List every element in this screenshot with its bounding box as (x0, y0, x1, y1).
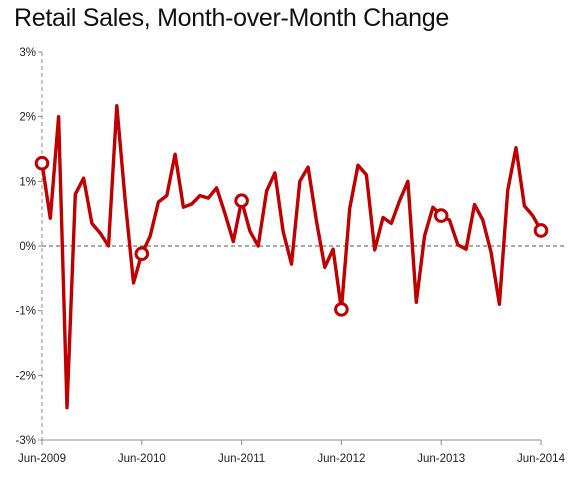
y-tick-label: 1% (19, 176, 36, 188)
series-layer (40, 103, 543, 410)
x-tick-label: Jun-2010 (118, 453, 166, 465)
y-tick-label: -2% (16, 370, 36, 382)
data-point-marker (134, 246, 150, 262)
x-tick-label: Jun-2014 (517, 453, 566, 465)
y-tick-label: 2% (19, 112, 36, 124)
series-line (40, 103, 543, 410)
x-tick-label: Jun-2013 (417, 453, 465, 465)
x-tick-label: Jun-2011 (218, 453, 265, 465)
y-tick-label: -1% (16, 306, 36, 318)
x-tick-label: Jun-2009 (18, 453, 66, 465)
data-point-marker (234, 193, 249, 209)
y-tick-label: -3% (16, 435, 36, 447)
data-point-marker (433, 208, 449, 223)
data-point-marker (34, 155, 50, 171)
y-tick-label: 0% (19, 241, 36, 253)
x-tick-label: Jun-2012 (317, 453, 365, 465)
y-axis: 3% 2% 1% 0% -1% -2% -3% (16, 47, 43, 447)
data-point-marker (533, 223, 549, 238)
y-tick-label: 3% (19, 47, 36, 59)
x-axis: Jun-2009 Jun-2010 Jun-2011 Jun-2012 Jun-2013… (18, 439, 566, 465)
data-point-marker (334, 302, 349, 317)
markers-layer (34, 155, 549, 317)
chart-title: Retail Sales, Month-over-Month Change (14, 4, 449, 32)
